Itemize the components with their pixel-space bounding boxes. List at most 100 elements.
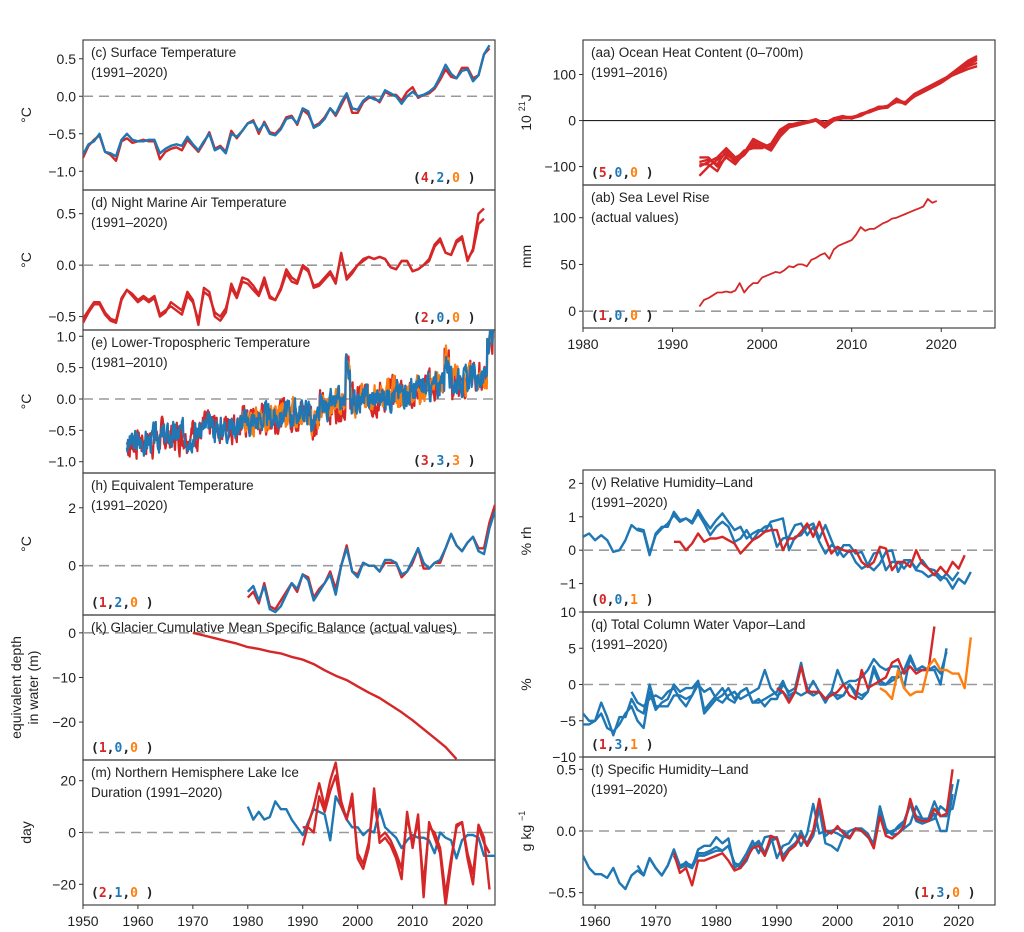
y-axis-label: % rh	[518, 527, 534, 556]
series-group	[698, 55, 978, 177]
x-tick-label: 1960	[580, 913, 611, 929]
x-tick-label: 1970	[177, 913, 208, 929]
y-axis-label: day	[18, 821, 34, 844]
y-tick-label: 0.5	[57, 206, 77, 222]
panel-subtitle: Duration (1991–2020)	[91, 785, 222, 800]
series-line-red-dataset-1	[301, 761, 491, 905]
x-tick-label: 1980	[701, 913, 732, 929]
dataset-count-label: (5,0,0 )	[591, 166, 654, 181]
panel-aa: 100 0 −100 10 21J (aa) Ocean Heat Content (0…	[517, 39, 996, 186]
y-tick-label: −20	[52, 714, 76, 730]
dataset-count-label: (4,2,0 )	[413, 171, 476, 186]
series-group	[83, 207, 485, 327]
panel-m: 20 0 −20 day 1950 1960 1970 1980 1990 2000 2010 202…	[18, 759, 496, 929]
panel-subtitle: (1991–2020)	[91, 65, 168, 80]
panel-title: (q) Total Column Water Vapor–Land	[591, 617, 805, 632]
panel-title: (aa) Ocean Heat Content (0–700m)	[591, 45, 803, 60]
x-tick-label: 1970	[640, 913, 671, 929]
series-line-red-dataset	[246, 504, 495, 611]
y-tick-label: 100	[553, 210, 577, 226]
series-line-red-dataset-1	[698, 55, 978, 168]
panel-title: (h) Equivalent Temperature	[91, 478, 254, 493]
x-tick-label: 2010	[836, 336, 867, 352]
panel-title: (t) Specific Humidity–Land	[591, 762, 749, 777]
series-group	[583, 626, 972, 737]
panel-h: 2 0 °C (h) Equivalent Temperature (1991–2020…	[18, 472, 496, 616]
dataset-count-label: (1,3,0 )	[913, 886, 976, 901]
series-group	[698, 198, 938, 308]
y-axis-label: mm	[518, 245, 534, 268]
x-tick-label: 1990	[287, 913, 318, 929]
y-tick-label: −0.5	[548, 885, 576, 901]
y-tick-label: 0.5	[57, 51, 77, 67]
series-line-blue-dataset-2	[583, 648, 948, 733]
x-tick-label: 1990	[657, 336, 688, 352]
panel-t: 0.5 0.0 −0.5 g kg −1 1960 1970 1980 1990 2000 201…	[517, 756, 996, 929]
y-tick-label: 0.0	[57, 391, 77, 407]
series-group	[583, 508, 972, 590]
series-line-blue-dataset-2	[637, 512, 960, 582]
x-tick-label: 1960	[122, 913, 153, 929]
series-group	[246, 761, 495, 905]
x-tick-label: 1980	[567, 336, 598, 352]
series-line-orange-dataset	[879, 637, 972, 701]
x-tick-label: 1950	[67, 913, 98, 929]
y-tick-label: 0	[68, 558, 76, 574]
y-axis-label: °C	[18, 252, 34, 268]
series-line-red-dataset	[192, 631, 458, 760]
x-tick-label: 1990	[761, 913, 792, 929]
y-tick-label: −10	[52, 669, 76, 685]
x-tick-label: 2020	[926, 336, 957, 352]
series-group	[583, 769, 960, 891]
y-tick-label: −1.0	[48, 454, 76, 470]
y-tick-label: 0	[68, 825, 76, 841]
panel-k: 0 −10 −20 equivalent depthin water (m) (k) G…	[8, 614, 496, 761]
panel-frame	[82, 189, 496, 331]
y-tick-label: −100	[544, 159, 576, 175]
dataset-count-label: (2,0,0 )	[413, 311, 476, 326]
panel-title: (d) Night Marine Air Temperature	[91, 195, 287, 210]
series-group	[246, 504, 495, 614]
series-line-red-dataset	[672, 769, 954, 887]
dataset-count-label: (1,3,1 )	[591, 738, 654, 753]
y-tick-label: 0.0	[57, 88, 77, 104]
y-tick-label: 0	[568, 303, 576, 319]
panel-title: (ab) Sea Level Rise	[591, 190, 710, 205]
y-tick-label: 2	[68, 500, 76, 516]
y-tick-label: 10	[560, 604, 576, 620]
x-tick-label: 2000	[342, 913, 373, 929]
series-line-blue-dataset	[246, 795, 495, 860]
series-line-blue-dataset	[83, 44, 491, 158]
y-tick-label: 1.0	[57, 328, 77, 344]
panel-title: (v) Relative Humidity–Land	[591, 475, 753, 490]
y-tick-label: 0	[568, 677, 576, 693]
y-tick-label: −0.5	[48, 309, 76, 325]
y-tick-label: −10	[552, 749, 576, 765]
y-tick-label: 50	[560, 256, 576, 272]
panel-title: (e) Lower-Tropospheric Temperature	[91, 335, 310, 350]
y-tick-label: 0	[68, 625, 76, 641]
panel-subtitle: (1991–2020)	[591, 637, 668, 652]
panel-frame	[582, 756, 996, 906]
x-tick-label: 2020	[452, 913, 483, 929]
dataset-count-label: (3,3,3 )	[413, 454, 476, 469]
y-tick-label: −20	[52, 876, 76, 892]
series-line-blue-dataset	[125, 330, 495, 457]
panel-q: 10 5 0 −5 −10% (q) Total Column Water Vapor–L…	[518, 604, 996, 765]
x-tick-label: 2000	[747, 336, 778, 352]
panel-c: 0.5 0.0 −0.5 −1.0 °C (c) Surface Temperature (…	[18, 39, 496, 191]
x-tick-label: 2010	[882, 913, 913, 929]
y-tick-label: −5	[560, 713, 576, 729]
panel-subtitle: (1991–2020)	[591, 782, 668, 797]
series-line-blue-dataset	[246, 510, 495, 614]
panel-title: (c) Surface Temperature	[91, 45, 236, 60]
y-tick-label: −0.5	[48, 126, 76, 142]
y-tick-label: 0	[568, 542, 576, 558]
dataset-count-label: (1,2,0 )	[91, 596, 154, 611]
panel-d: 0.5 0.0 −0.5 °C (d) Night Marine Air Tempera…	[18, 189, 496, 331]
y-tick-label: −1	[560, 576, 576, 592]
series-line-red-dataset	[698, 198, 938, 308]
panel-subtitle: (1981–2010)	[91, 355, 168, 370]
panel-frame	[82, 472, 496, 616]
